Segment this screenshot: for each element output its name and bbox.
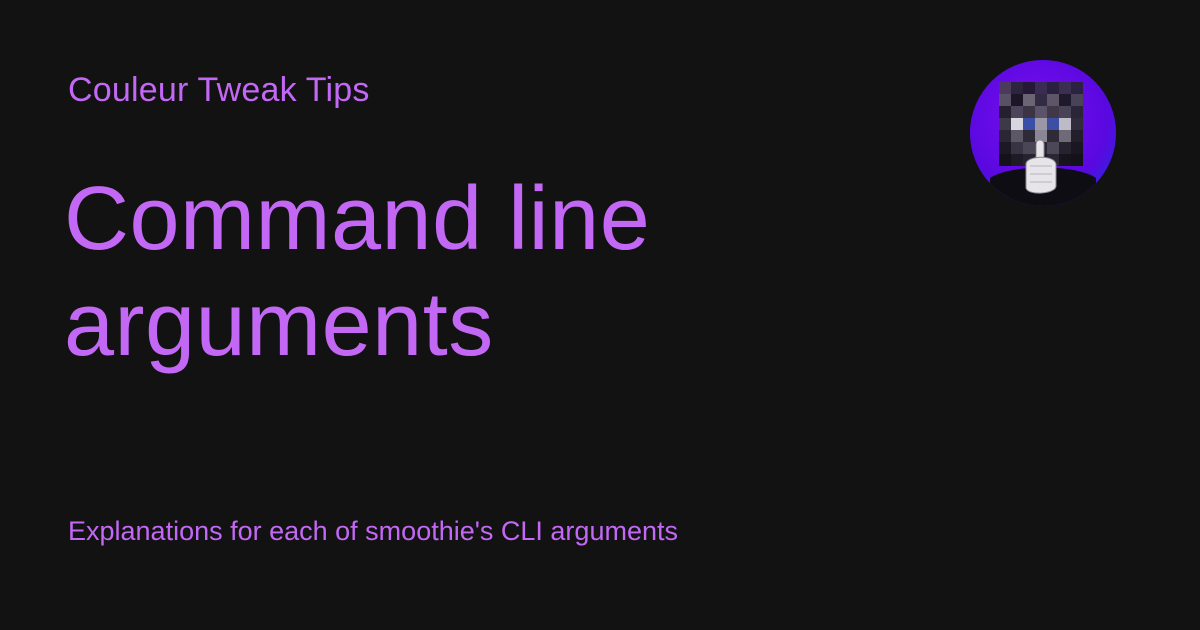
page-title: Command line arguments — [64, 169, 651, 375]
avatar — [970, 60, 1116, 206]
site-name: Couleur Tweak Tips — [68, 71, 370, 109]
pixelated-shush-avatar-icon — [970, 60, 1116, 206]
page-description: Explanations for each of smoothie's CLI … — [68, 516, 678, 546]
